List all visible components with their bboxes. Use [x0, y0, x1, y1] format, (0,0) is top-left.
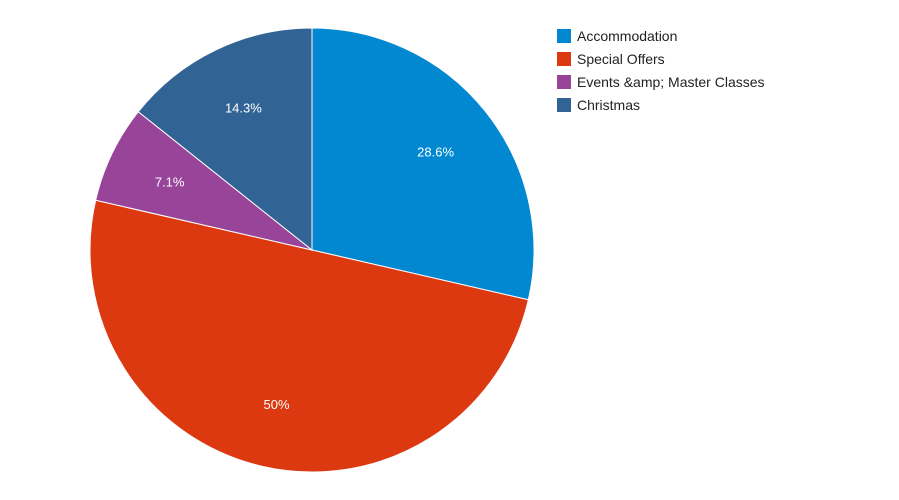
legend-swatch: [557, 97, 571, 112]
slice-value-label-1: 50%: [264, 397, 290, 412]
legend-label: Christmas: [577, 96, 641, 113]
slice-value-label-3: 14.3%: [225, 101, 262, 116]
legend-swatch: [557, 28, 571, 43]
pie-slice-3[interactable]: [137, 27, 313, 252]
legend-item-special-offers[interactable]: Special Offers: [557, 47, 765, 70]
legend-label: Events &amp; Master Classes: [577, 73, 765, 90]
slice-value-label-2: 7.1%: [155, 174, 185, 189]
slice-value-label-0: 28.6%: [417, 145, 454, 160]
legend-swatch: [557, 51, 571, 66]
legend-item-accommodation[interactable]: Accommodation: [557, 24, 765, 47]
legend-label: Special Offers: [577, 50, 665, 67]
pie-slice-1[interactable]: [89, 199, 529, 473]
pie-slice-0[interactable]: [311, 27, 535, 301]
legend: Accommodation Special Offers Events &amp…: [557, 24, 765, 116]
legend-item-events-master-classes[interactable]: Events &amp; Master Classes: [557, 70, 765, 93]
legend-swatch: [557, 74, 571, 89]
legend-label: Accommodation: [577, 27, 678, 44]
legend-item-christmas[interactable]: Christmas: [557, 93, 765, 116]
